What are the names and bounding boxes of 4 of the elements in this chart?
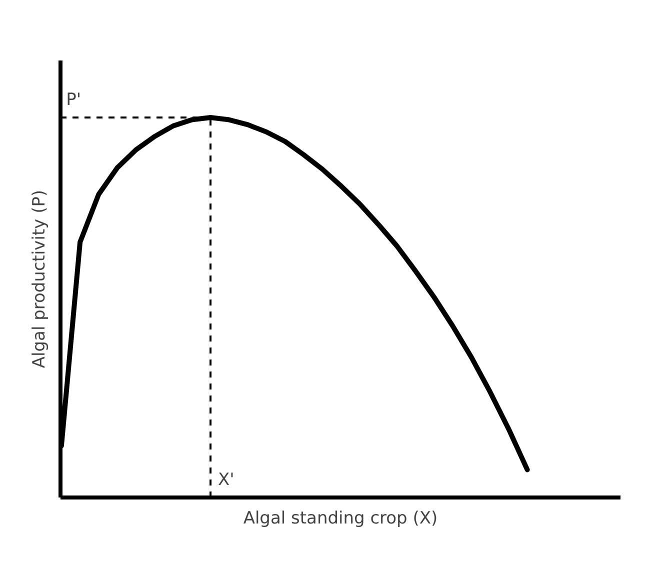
annotation: X' [218, 470, 234, 490]
x-axis-title: Algal standing crop (X) [243, 508, 438, 528]
y-axis-title: Algal productivity (P) [30, 190, 50, 368]
ref-line-label: P' [66, 90, 82, 110]
